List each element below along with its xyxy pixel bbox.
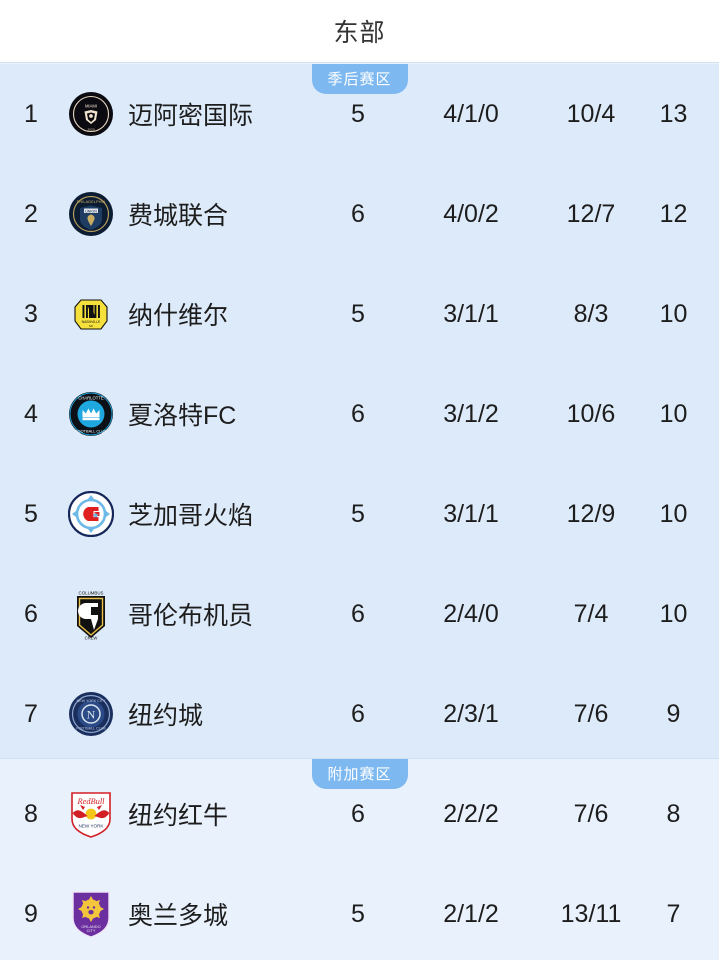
svg-text:CREW: CREW [85, 636, 98, 641]
page-title: 东部 [333, 19, 386, 47]
row-rank: 9 [24, 899, 38, 928]
table-row[interactable]: 2 PHILADELPHIA UNION 费城联合 6 4/0/2 12/7 12 [0, 164, 719, 264]
svg-text:NEW YORK CITY: NEW YORK CITY [77, 699, 106, 703]
row-rank: 8 [24, 799, 38, 828]
page-header: 东部 [0, 0, 719, 63]
table-row[interactable]: 5 芝加哥火焰 5 3/1/1 12/9 10 [0, 464, 719, 564]
row-rank: 7 [24, 699, 38, 728]
row-win-draw-loss: 2/4/0 [443, 599, 499, 628]
row-team-name[interactable]: 纽约红牛 [128, 802, 229, 830]
row-win-draw-loss: 3/1/2 [443, 399, 499, 428]
row-team-name[interactable]: 费城联合 [128, 202, 229, 230]
svg-text:ORLANDO: ORLANDO [81, 924, 100, 929]
row-played: 6 [351, 799, 365, 828]
svg-text:COLUMBUS: COLUMBUS [79, 591, 104, 596]
row-played: 6 [351, 199, 365, 228]
zone-badge-playin: 附加赛区 [311, 759, 408, 789]
row-points: 7 [666, 899, 681, 928]
inter-miami-crest: MIAMI 2020 [62, 86, 120, 142]
zone-playin-background [0, 758, 719, 960]
svg-text:FOOTBALL CLUB: FOOTBALL CLUB [76, 727, 106, 731]
svg-text:SC: SC [89, 324, 94, 328]
svg-text:NASHVILLE: NASHVILLE [82, 320, 101, 324]
row-points: 8 [666, 799, 681, 828]
row-win-draw-loss: 2/1/2 [443, 899, 499, 928]
row-played: 6 [351, 699, 365, 728]
row-played: 5 [351, 899, 365, 928]
row-goals-for-against: 7/6 [573, 699, 609, 728]
row-goals-for-against: 12/7 [566, 199, 616, 228]
row-win-draw-loss: 4/1/0 [443, 99, 499, 128]
row-rank: 6 [24, 599, 38, 628]
svg-text:PHILADELPHIA: PHILADELPHIA [77, 199, 106, 204]
svg-text:NEW YORK: NEW YORK [79, 823, 105, 828]
chicago-fire-crest [62, 486, 120, 542]
table-row[interactable]: 4 CHARLOTTE FOOTBALL CLUB 夏洛特FC 6 3/1/2 10/… [0, 364, 719, 464]
row-team-name[interactable]: 哥伦布机员 [128, 602, 254, 630]
table-row[interactable]: 8 RedBull NEW YORK 纽约红牛 6 2/2/2 7/6 8 [0, 764, 719, 864]
row-goals-for-against: 7/4 [573, 599, 609, 628]
row-team-name[interactable]: 芝加哥火焰 [128, 502, 254, 530]
row-win-draw-loss: 3/1/1 [443, 499, 499, 528]
row-rank: 1 [24, 99, 38, 128]
row-rank: 2 [24, 199, 38, 228]
svg-text:MIAMI: MIAMI [85, 104, 97, 109]
row-team-name[interactable]: 迈阿密国际 [128, 102, 254, 130]
ny-red-bulls-crest: RedBull NEW YORK [62, 786, 120, 842]
row-goals-for-against: 8/3 [573, 299, 609, 328]
row-rank: 4 [24, 399, 38, 428]
row-win-draw-loss: 3/1/1 [443, 299, 499, 328]
row-rank: 3 [24, 299, 38, 328]
row-team-name[interactable]: 纽约城 [128, 702, 204, 730]
row-win-draw-loss: 4/0/2 [443, 199, 499, 228]
row-played: 5 [351, 499, 365, 528]
philadelphia-union-crest: PHILADELPHIA UNION [62, 186, 120, 242]
zone-playoff-background [0, 64, 719, 758]
nashville-sc-crest: NASHVILLE SC [62, 286, 120, 342]
row-win-draw-loss: 2/3/1 [443, 699, 499, 728]
row-played: 5 [351, 299, 365, 328]
svg-text:FOOTBALL CLUB: FOOTBALL CLUB [75, 429, 107, 434]
row-points: 9 [666, 699, 681, 728]
row-goals-for-against: 12/9 [566, 499, 616, 528]
table-row[interactable]: 1 MIAMI 2020 迈阿密国际 5 4/1/0 10/4 13 [0, 64, 719, 164]
svg-text:UNION: UNION [85, 209, 97, 213]
row-points: 10 [659, 599, 688, 628]
row-team-name[interactable]: 纳什维尔 [128, 302, 229, 330]
table-row[interactable]: 9 ORLANDO CITY 奥兰多城 5 2/1/2 13/1 [0, 864, 719, 960]
row-team-name[interactable]: 夏洛特FC [128, 402, 237, 430]
row-points: 13 [659, 99, 688, 128]
svg-text:2020: 2020 [88, 128, 95, 132]
table-row[interactable]: 6 COLUMBUS CREW 哥伦布机员 6 2/4/0 7/4 10 [0, 564, 719, 664]
row-win-draw-loss: 2/2/2 [443, 799, 499, 828]
row-points: 10 [659, 399, 688, 428]
row-team-name[interactable]: 奥兰多城 [128, 902, 229, 930]
svg-text:CITY: CITY [87, 928, 96, 933]
svg-text:N: N [87, 708, 96, 722]
row-points: 10 [659, 499, 688, 528]
charlotte-fc-crest: CHARLOTTE FOOTBALL CLUB [62, 386, 120, 442]
orlando-city-crest: ORLANDO CITY [62, 886, 120, 942]
row-goals-for-against: 13/11 [560, 899, 622, 928]
row-goals-for-against: 10/4 [566, 99, 616, 128]
row-goals-for-against: 10/6 [566, 399, 616, 428]
svg-text:RedBull: RedBull [77, 797, 106, 806]
standings-rows: 1 MIAMI 2020 迈阿密国际 5 4/1/0 10/4 13 2 PHILADEL… [0, 64, 719, 960]
row-rank: 5 [24, 499, 38, 528]
row-played: 6 [351, 599, 365, 628]
row-played: 5 [351, 99, 365, 128]
row-points: 12 [659, 199, 688, 228]
table-row[interactable]: 3 NASHVILLE SC 纳什维尔 5 3/1/1 8/3 10 [0, 264, 719, 364]
row-played: 6 [351, 399, 365, 428]
nycfc-crest: NEW YORK CITY N FOOTBALL CLUB [62, 686, 120, 742]
table-row[interactable]: 7 NEW YORK CITY N FOOTBALL CLUB 纽约城 6 2/3/… [0, 664, 719, 764]
columbus-crew-crest: COLUMBUS CREW [62, 586, 120, 642]
zone-badge-playoff: 季后赛区 [311, 64, 408, 94]
row-goals-for-against: 7/6 [573, 799, 609, 828]
svg-text:CHARLOTTE: CHARLOTTE [78, 396, 104, 401]
row-points: 10 [659, 299, 688, 328]
